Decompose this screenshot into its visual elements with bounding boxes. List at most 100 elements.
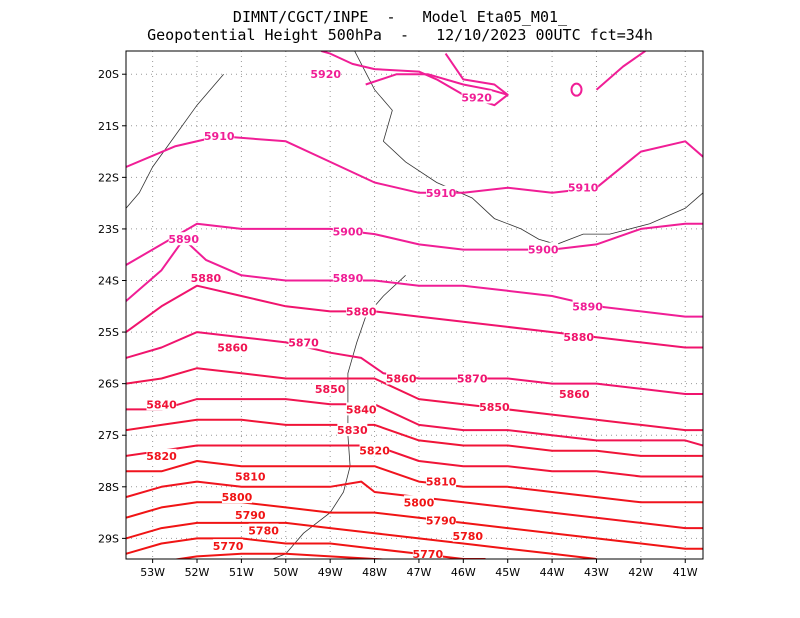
contour-label: 5780 xyxy=(452,530,483,543)
y-tick-label: 23S xyxy=(98,223,119,236)
contour-5910 xyxy=(126,135,703,194)
y-tick-label: 24S xyxy=(98,275,119,288)
contour-label-bg xyxy=(146,397,177,411)
x-tick-label: 52W xyxy=(185,566,210,579)
y-tick-label: 20S xyxy=(98,68,119,81)
contour-5810 xyxy=(126,480,703,530)
x-tick-label: 49W xyxy=(318,566,343,579)
contour-label: 5880 xyxy=(346,305,377,318)
contour-label: 5860 xyxy=(559,388,590,401)
contour-label: 5900 xyxy=(333,226,364,239)
contour-label: 5910 xyxy=(568,182,599,195)
contour-label-bg xyxy=(213,539,244,553)
contour-5830 xyxy=(126,444,703,478)
y-tick-label: 22S xyxy=(98,171,119,184)
contour-label-bg xyxy=(288,335,319,349)
y-axis-ticks: 20S 21S 22S 23S 24S 25S 26S 27S 28S 29S xyxy=(98,68,126,545)
contour-label-bg xyxy=(559,386,590,400)
contour-label: 5920 xyxy=(310,68,341,81)
x-tick-label: 45W xyxy=(495,566,520,579)
plot-frame xyxy=(125,50,704,560)
x-tick-label: 47W xyxy=(407,566,432,579)
contour-label-bg xyxy=(168,232,199,246)
x-tick-label: 41W xyxy=(673,566,698,579)
contour-5880 xyxy=(126,284,703,349)
contour-label: 5800 xyxy=(404,496,435,509)
contour-5790 xyxy=(126,521,597,559)
x-tick-label: 50W xyxy=(273,566,298,579)
contour-label: 5910 xyxy=(204,130,235,143)
contour-label: 5840 xyxy=(146,398,177,411)
contour-label-bg xyxy=(359,443,390,457)
contour-5900 xyxy=(126,222,703,266)
contour-label: 5860 xyxy=(386,372,417,385)
contour-label: 5810 xyxy=(235,470,266,483)
x-tick-label: 42W xyxy=(628,566,653,579)
y-tick-label: 21S xyxy=(98,120,119,133)
contour-label-bg xyxy=(452,528,483,542)
contour-label-bg xyxy=(346,402,377,416)
contour-5920-closed xyxy=(570,82,583,97)
contour-label: 5850 xyxy=(315,383,346,396)
contour-label-bg xyxy=(310,67,341,81)
x-tick-label: 46W xyxy=(451,566,476,579)
contour-label: 5910 xyxy=(426,187,457,200)
contour-label-bg xyxy=(235,469,266,483)
x-axis-ticks: 53W 52W 51W 50W 49W 48W 47W 46W 45W 44W 43W 42W 41W xyxy=(140,559,698,579)
contour-label: 5800 xyxy=(222,491,253,504)
chart-title-line-1: DIMNT/CGCT/INPE - Model Eta05_M01_ xyxy=(232,8,568,26)
contour-5920 xyxy=(365,73,508,96)
x-tick-label: 48W xyxy=(362,566,387,579)
contour-5820 xyxy=(126,460,703,504)
contour-label-bg xyxy=(572,299,603,313)
contour-label-bg xyxy=(461,90,492,104)
contour-label-bg xyxy=(248,523,279,537)
y-tick-label: 25S xyxy=(98,326,119,339)
contour-label: 5890 xyxy=(572,300,603,313)
contour-label: 5880 xyxy=(563,331,594,344)
boundary-line xyxy=(354,51,703,245)
contour-label-bg xyxy=(426,474,457,488)
contour-label-bg xyxy=(217,340,248,354)
x-tick-label: 51W xyxy=(229,566,254,579)
contour-label: 5810 xyxy=(426,476,457,489)
grid-lines xyxy=(126,51,703,559)
contour-5860 xyxy=(126,367,703,432)
contour-label: 5820 xyxy=(146,450,177,463)
contour-5920 xyxy=(321,51,509,107)
contour-label: 5920 xyxy=(461,91,492,104)
contour-label-bg xyxy=(204,129,235,143)
contour-label: 5880 xyxy=(191,272,222,285)
contour-label: 5820 xyxy=(359,445,390,458)
contour-5890 xyxy=(126,238,703,318)
contour-label: 5770 xyxy=(413,548,444,561)
contour-label-bg xyxy=(563,330,594,344)
x-tick-label: 53W xyxy=(140,566,165,579)
contour-label: 5830 xyxy=(337,424,368,437)
contour-label: 5770 xyxy=(213,540,244,553)
contour-label-bg xyxy=(190,270,221,284)
x-tick-label: 43W xyxy=(584,566,609,579)
contour-label: 5840 xyxy=(346,403,377,416)
y-tick-label: 29S xyxy=(98,532,119,545)
contour-label: 5790 xyxy=(235,509,266,522)
contour-label: 5890 xyxy=(168,233,199,246)
contour-5850 xyxy=(126,398,703,447)
contour-label: 5790 xyxy=(426,514,457,527)
contour-label-bg xyxy=(528,242,559,256)
y-tick-label: 26S xyxy=(98,378,119,391)
boundary-line xyxy=(272,275,406,559)
y-tick-label: 27S xyxy=(98,429,119,442)
contour-label-bg xyxy=(235,508,266,522)
contour-label-bg xyxy=(426,513,457,527)
chart-title-line-2: Geopotential Height 500hPa - 12/10/2023 … xyxy=(147,26,653,44)
contour-5920 xyxy=(595,51,646,91)
contour-labels: 5920 5920 5910 5910 5910 5900 5900 5890 5890 5890… xyxy=(146,67,603,561)
contour-label-bg xyxy=(479,399,510,413)
contour-label-bg xyxy=(332,224,363,238)
contour-5800 xyxy=(126,501,703,550)
contour-label-bg xyxy=(332,270,363,284)
contour-5840 xyxy=(126,418,703,457)
contour-label: 5890 xyxy=(333,272,364,285)
